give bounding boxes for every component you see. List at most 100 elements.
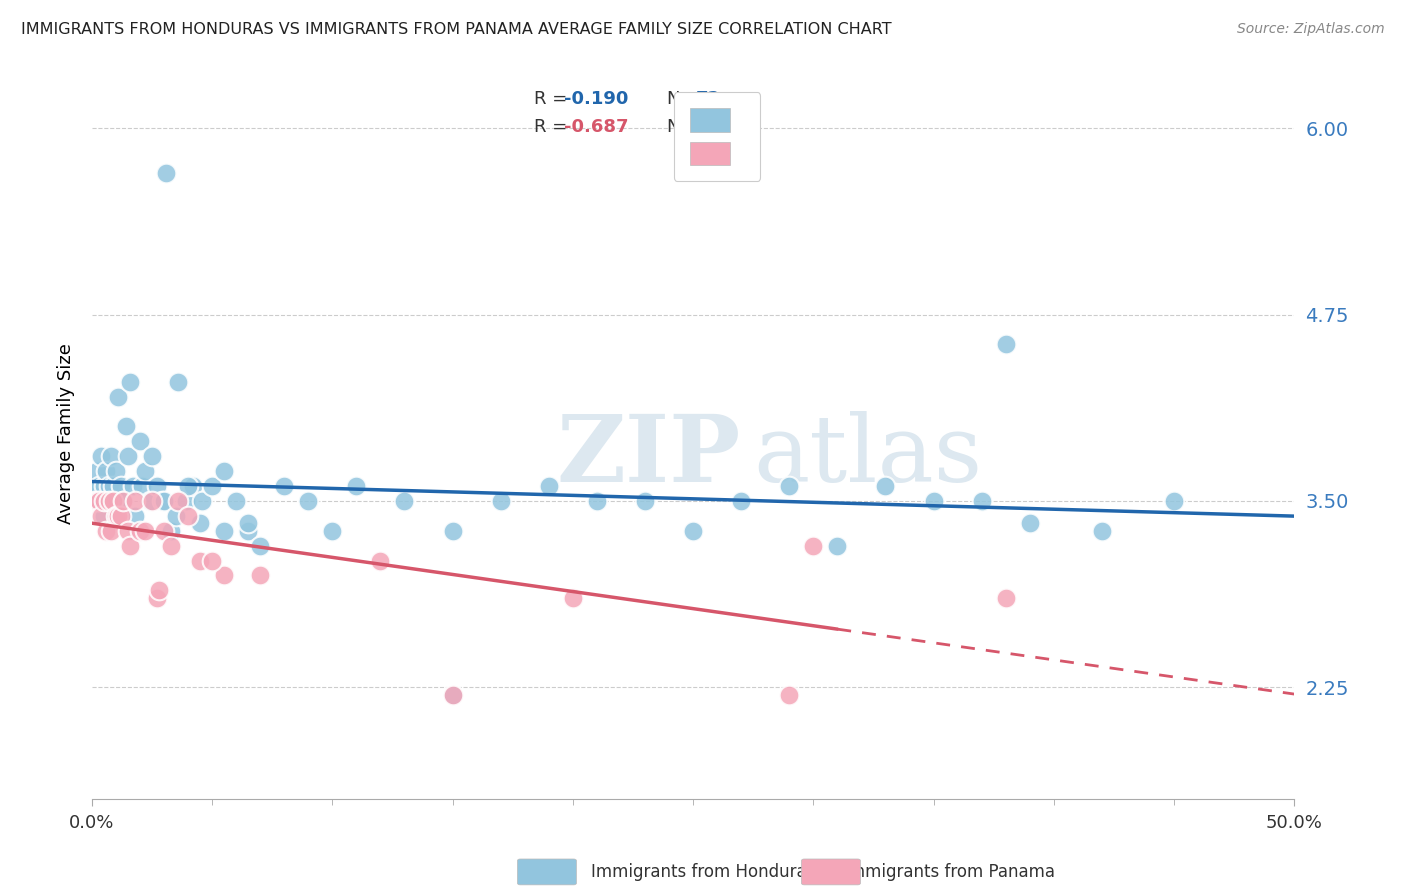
Text: N =: N = [666,118,707,136]
Point [117,524,139,538]
Point [100,494,122,508]
Text: atlas: atlas [754,410,983,500]
Point [177,479,200,493]
Point [104,494,127,508]
Point [167,375,190,389]
Text: ZIP: ZIP [557,410,741,500]
Point [801,539,824,553]
Point [1163,494,1185,508]
Point [141,494,163,508]
Point [107,508,129,523]
Point [124,508,146,523]
Point [778,479,800,493]
Point [96,464,118,478]
Point [86,494,108,508]
Point [110,508,132,523]
Point [273,479,295,493]
Point [297,494,319,508]
Point [114,419,136,434]
Point [129,434,152,449]
Point [201,553,224,567]
Point [120,539,142,553]
Point [201,479,224,493]
Point [90,508,112,523]
Point [120,375,142,389]
Point [153,524,176,538]
Point [104,508,127,523]
Point [100,524,122,538]
Point [561,591,583,605]
Legend: , : , [673,92,761,181]
Point [236,524,259,538]
Point [236,516,259,531]
Point [117,449,139,463]
Point [994,591,1017,605]
Point [875,479,897,493]
Text: IMMIGRANTS FROM HONDURAS VS IMMIGRANTS FROM PANAMA AVERAGE FAMILY SIZE CORRELATI: IMMIGRANTS FROM HONDURAS VS IMMIGRANTS F… [21,22,891,37]
Text: R =: R = [534,118,574,136]
Point [86,464,108,478]
Point [321,524,343,538]
Text: Immigrants from Panama: Immigrants from Panama [844,863,1054,881]
Point [110,479,132,493]
Point [160,524,183,538]
Point [922,494,945,508]
Point [970,494,993,508]
Point [87,479,110,493]
Point [97,479,120,493]
Text: N =: N = [666,90,707,108]
Point [104,464,127,478]
Point [87,494,110,508]
Point [994,337,1017,351]
Point [112,494,135,508]
Point [441,524,464,538]
Text: Immigrants from Honduras: Immigrants from Honduras [591,863,815,881]
Point [585,494,607,508]
Point [96,494,118,508]
Point [83,494,105,508]
Point [93,479,115,493]
Y-axis label: Average Family Size: Average Family Size [58,343,75,524]
Point [441,688,464,702]
Point [141,449,163,463]
Point [537,479,560,493]
Point [155,166,177,180]
Point [146,591,169,605]
Point [103,494,125,508]
Point [93,494,115,508]
Point [165,508,187,523]
Point [249,539,271,553]
Text: -0.687: -0.687 [564,118,628,136]
Point [827,539,849,553]
Point [778,688,800,702]
Point [682,524,704,538]
Point [107,390,129,404]
Point [191,494,214,508]
Point [730,494,752,508]
Point [121,479,143,493]
Point [153,494,176,508]
Point [124,494,146,508]
Point [97,494,120,508]
Point [225,494,247,508]
Point [87,494,110,508]
Point [634,494,657,508]
Point [212,524,235,538]
Point [93,508,115,523]
Point [489,494,512,508]
Point [146,479,169,493]
Point [188,553,211,567]
Point [370,553,392,567]
Text: 72: 72 [696,90,720,108]
Point [131,479,153,493]
Point [134,524,156,538]
Point [394,494,416,508]
Text: R =: R = [534,90,574,108]
Point [100,449,122,463]
Point [1091,524,1114,538]
Text: 35: 35 [696,118,720,136]
Point [112,494,135,508]
Point [188,516,211,531]
Point [344,479,367,493]
Point [177,508,200,523]
